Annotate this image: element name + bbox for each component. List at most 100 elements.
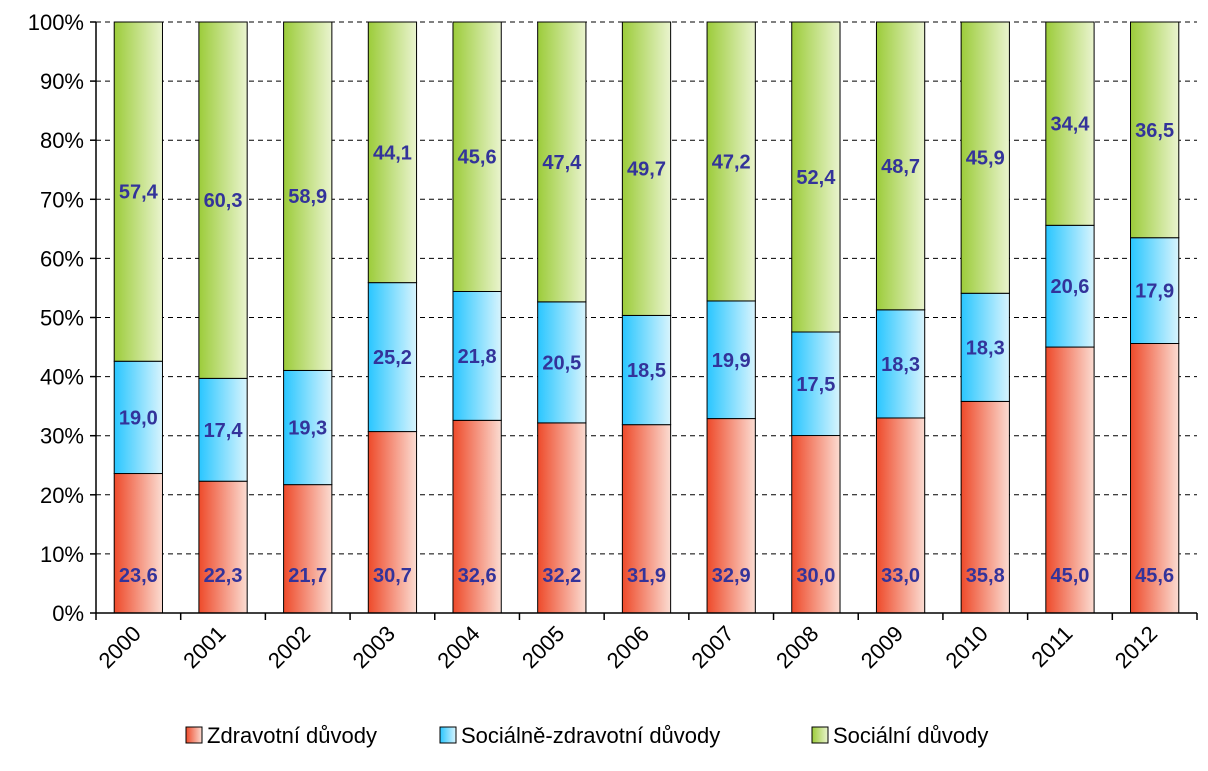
legend-swatch [811,726,829,744]
bar-segment [367,21,418,284]
x-tick-label: 2006 [602,621,654,673]
data-label: 18,3 [966,337,1005,359]
x-tick-label: 2005 [517,621,569,673]
y-tick-label: 100% [28,10,84,35]
bar-segment [706,418,756,614]
data-label: 19,9 [712,350,751,372]
data-label: 20,5 [542,352,581,374]
data-label: 35,8 [966,565,1005,587]
data-label: 22,3 [204,565,243,587]
bar-segment [875,309,926,419]
x-tick-label: 2007 [686,621,738,673]
data-label: 58,9 [288,186,327,208]
y-tick-label: 80% [40,128,84,153]
bar-segment [537,301,587,424]
data-label: 30,0 [796,565,835,587]
bar-segment [198,21,248,379]
bar-segment [1130,21,1180,239]
bar-segment [113,473,163,614]
x-tick-label: 2012 [1110,621,1162,673]
bar-segment [875,21,926,311]
bar-segment [452,290,502,421]
bar-segment [198,377,248,482]
y-tick-label: 40% [40,365,84,390]
y-tick-label: 20% [40,483,84,508]
data-label: 44,1 [373,142,412,164]
x-tick-label: 2000 [94,621,146,673]
data-label: 52,4 [796,167,836,189]
data-label: 49,7 [627,159,666,181]
data-label: 30,7 [373,565,412,587]
bar-segment [960,292,1010,402]
data-label: 36,5 [1135,120,1174,142]
legend-label: Sociálně-zdravotní důvody [461,723,720,748]
y-tick-label: 0% [52,601,84,626]
bar-segment [621,424,672,614]
data-label: 19,0 [119,407,158,429]
bars [113,21,1180,614]
bar-segment [960,21,1010,294]
data-label: 19,3 [288,418,327,440]
bar-segment [113,21,163,362]
data-label: 20,6 [1050,276,1089,298]
data-label: 48,7 [881,156,920,178]
bar-segment [1130,237,1180,345]
bar-segment [791,331,841,437]
bar-segment [452,419,502,614]
x-tick-label: 2003 [348,621,400,673]
x-tick-label: 2008 [771,621,823,673]
data-label: 32,9 [712,565,751,587]
bar-segment [706,21,756,302]
data-label: 47,4 [542,152,582,174]
bar-segment [875,417,926,614]
bar-segment [1130,343,1180,614]
data-label: 18,3 [881,354,920,376]
legend: Zdravotní důvody Sociálně-zdravotní důvod… [185,723,988,748]
data-label: 17,4 [204,420,244,442]
bar-segment [198,480,248,614]
data-label: 33,0 [881,565,920,587]
bar-segment [537,21,587,303]
data-label: 17,5 [796,374,835,396]
data-label: 45,0 [1050,565,1089,587]
data-label: 34,4 [1050,114,1090,136]
bar-segment [791,21,841,333]
data-label: 21,8 [458,346,497,368]
data-label: 31,9 [627,565,666,587]
data-label: 60,3 [204,190,243,212]
x-tick-label: 2004 [432,621,484,673]
legend-swatch [185,726,203,744]
x-tick-label: 2002 [263,621,315,673]
bar-segment [1045,21,1095,226]
y-tick-label: 60% [40,246,84,271]
x-tick-label: 2011 [1026,621,1077,672]
legend-label: Zdravotní důvody [207,723,377,748]
x-tick-label: 2009 [856,621,908,673]
data-label: 45,6 [1135,565,1174,587]
y-tick-label: 50% [40,306,84,331]
data-label: 32,2 [542,565,581,587]
bar-segment [283,21,333,371]
bar-segment [283,369,333,486]
y-tick-label: 90% [40,69,84,94]
legend-swatch [439,726,457,744]
data-label: 25,2 [373,347,412,369]
data-label: 21,7 [288,565,327,587]
data-label: 17,9 [1135,281,1174,303]
data-label: 57,4 [119,182,159,204]
data-label: 18,5 [627,360,666,382]
bar-segment [706,300,756,420]
bar-segment [283,484,333,614]
bar-segment [1045,224,1095,348]
bar-segment [452,21,502,292]
bar-segment [537,422,587,614]
legend-label: Sociální důvody [833,723,988,748]
data-label: 23,6 [119,565,158,587]
bar-segment [113,360,163,475]
bar-segment [621,21,672,316]
data-labels: 23,6 19,0 57,4 22,3 17,4 60,3 21,7 19,3 58,9 30,7… [119,114,1174,587]
data-label: 32,6 [458,565,497,587]
data-label: 47,2 [712,151,751,173]
y-tick-label: 10% [40,542,84,567]
